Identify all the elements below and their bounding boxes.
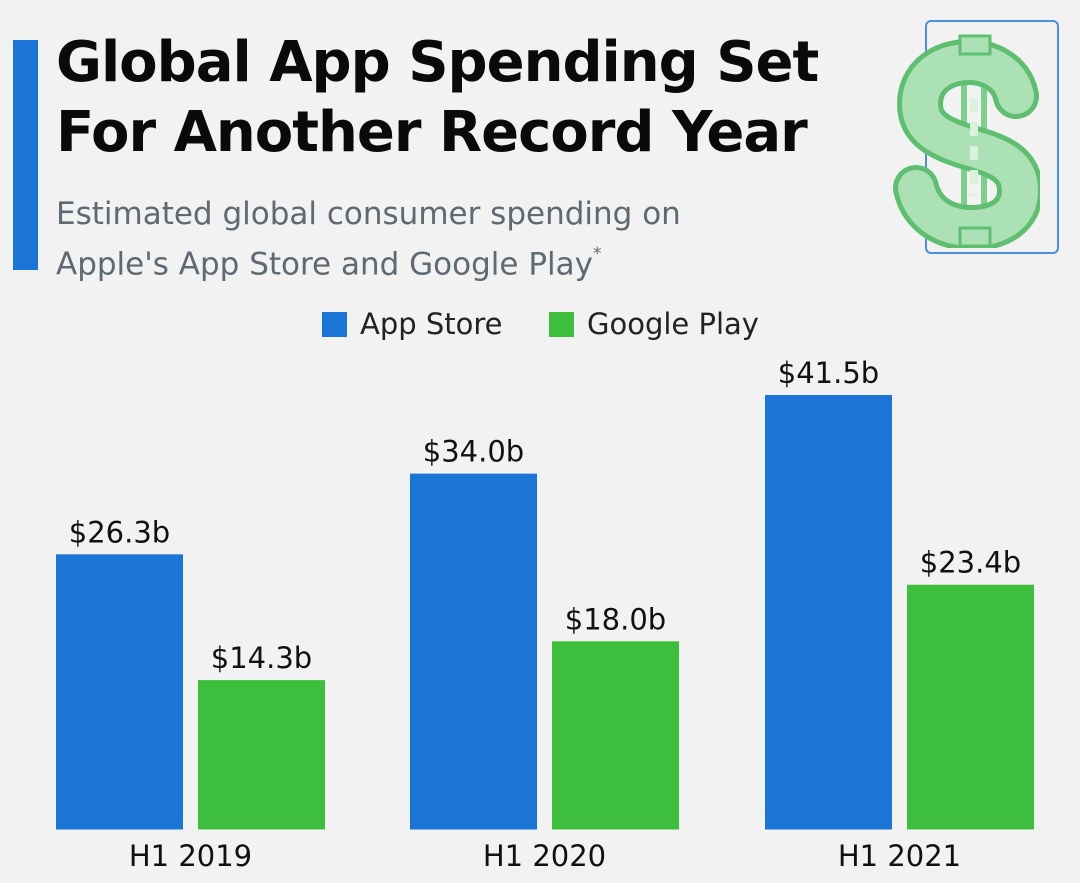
bar-google-play-h1-2020 xyxy=(552,641,679,830)
accent-bar xyxy=(13,40,38,270)
legend-swatch-app-store xyxy=(322,312,347,337)
bar-google-play-h1-2019 xyxy=(198,680,325,830)
bar-google-play-h1-2021 xyxy=(907,584,1034,830)
bar-app-store-h1-2021 xyxy=(765,395,892,830)
subtitle-line-2-text: Apple's App Store and Google Play xyxy=(56,246,593,283)
data-label: $14.3b xyxy=(211,641,312,675)
title-line-2: For Another Record Year xyxy=(56,100,808,165)
subtitle-line-1: Estimated global consumer spending on xyxy=(56,196,681,232)
data-label: $18.0b xyxy=(565,602,666,636)
bars: $26.3b $14.3b H1 2019 $34.0b $18.0b H1 2020 $4… xyxy=(56,356,1034,873)
category-label: H1 2020 xyxy=(483,839,606,873)
data-label: $26.3b xyxy=(69,515,170,549)
legend-label-google-play: Google Play xyxy=(587,307,759,341)
chart-subtitle: Estimated global consumer spending on Ap… xyxy=(56,192,816,286)
chart-title: Global App Spending Set For Another Reco… xyxy=(56,28,876,168)
data-label: $23.4b xyxy=(920,546,1021,580)
bar-app-store-h1-2019 xyxy=(56,554,183,830)
legend: App Store Google Play xyxy=(322,307,759,341)
subtitle-line-2: Apple's App Store and Google Play* xyxy=(56,236,816,286)
legend-label-app-store: App Store xyxy=(360,307,503,341)
legend-swatch-google-play xyxy=(549,312,574,337)
footnote-mark: * xyxy=(592,244,602,264)
title-line-1: Global App Spending Set xyxy=(56,30,819,95)
category-label: H1 2019 xyxy=(129,839,252,873)
data-label: $34.0b xyxy=(423,435,524,469)
bar-app-store-h1-2020 xyxy=(410,473,537,830)
data-label: $41.5b xyxy=(778,356,879,390)
category-label: H1 2021 xyxy=(838,839,961,873)
dollar-sign-icon xyxy=(893,34,1040,248)
